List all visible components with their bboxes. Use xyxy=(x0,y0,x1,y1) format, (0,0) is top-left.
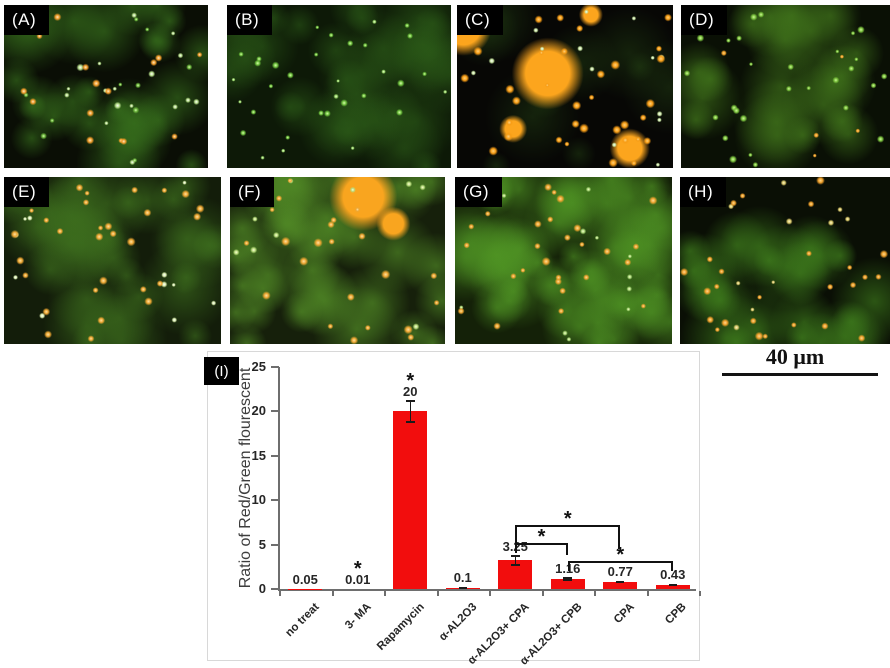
category-label: no treat xyxy=(283,601,321,639)
scale-bar: 40 μm xyxy=(700,344,890,394)
error-bar-cap xyxy=(511,564,520,566)
y-tick xyxy=(271,366,279,368)
error-bar-cap xyxy=(563,579,572,581)
category-label: 3- MA xyxy=(344,601,375,632)
panel-label: (G) xyxy=(455,177,502,207)
x-tick xyxy=(647,591,649,596)
error-bar-cap xyxy=(406,421,415,423)
panel-label: (D) xyxy=(681,5,727,35)
panel-label: (H) xyxy=(680,177,726,207)
scale-bar-line xyxy=(722,373,878,376)
category-label: CPA xyxy=(612,601,637,626)
y-tick xyxy=(271,499,279,501)
y-tick xyxy=(271,410,279,412)
x-tick xyxy=(384,591,386,596)
significance-star: * xyxy=(400,370,420,393)
micrograph-panel-d: (D) xyxy=(681,5,890,168)
y-tick xyxy=(271,588,279,590)
x-tick xyxy=(489,591,491,596)
micrograph-panel-f: (F) xyxy=(230,177,445,344)
error-bar xyxy=(410,401,412,422)
significance-star: * xyxy=(610,544,630,567)
y-tick-label: 10 xyxy=(208,492,266,507)
panel-label: (A) xyxy=(4,5,49,35)
panel-label: (C) xyxy=(457,5,503,35)
x-tick xyxy=(437,591,439,596)
category-label: Rapamycin xyxy=(375,601,427,653)
x-tick xyxy=(332,591,334,596)
y-tick-label: 20 xyxy=(208,403,266,418)
x-tick xyxy=(279,591,281,596)
y-tick xyxy=(271,455,279,457)
micrograph-panel-e: (E) xyxy=(4,177,221,344)
significance-bracket-end xyxy=(515,543,517,553)
x-axis xyxy=(278,589,696,591)
micrograph-panel-c: (C) xyxy=(457,5,673,168)
significance-bracket-end xyxy=(566,543,568,555)
error-bar-cap xyxy=(511,555,520,557)
value-label: 0.1 xyxy=(433,570,493,585)
error-bar-cap xyxy=(616,581,624,583)
micrograph-panel-b: (B) xyxy=(227,5,451,168)
significance-star: * xyxy=(532,526,552,549)
y-tick xyxy=(271,544,279,546)
panel-label: (F) xyxy=(230,177,274,207)
value-label: 0.43 xyxy=(643,567,703,582)
significance-bracket-end xyxy=(671,561,673,571)
panel-label: (E) xyxy=(4,177,49,207)
panel-label: (B) xyxy=(227,5,272,35)
y-axis xyxy=(278,367,280,591)
micrograph-panel-h: (H) xyxy=(680,177,890,344)
y-tick-label: 0 xyxy=(208,581,266,596)
category-label: α-AL2O3 xyxy=(437,601,479,643)
significance-star: * xyxy=(348,558,368,581)
scale-bar-label: 40 μm xyxy=(700,344,890,370)
error-bar-cap xyxy=(406,400,415,402)
x-tick xyxy=(594,591,596,596)
category-label: CPB xyxy=(664,601,690,627)
x-tick xyxy=(699,591,701,596)
error-bar-cap xyxy=(459,587,467,589)
y-tick-label: 5 xyxy=(208,537,266,552)
bar xyxy=(393,411,427,589)
value-label: 0.05 xyxy=(275,572,335,587)
error-bar-cap xyxy=(669,584,677,586)
significance-bracket-end xyxy=(568,561,570,571)
x-tick xyxy=(542,591,544,596)
significance-star: * xyxy=(558,508,578,531)
y-tick-label: 15 xyxy=(208,448,266,463)
y-axis-title: Ratio of Red/Green flourescent xyxy=(237,368,255,589)
panel-label-i: (I) xyxy=(204,357,239,385)
micrograph-panel-g: (G) xyxy=(455,177,672,344)
micrograph-panel-a: (A) xyxy=(4,5,208,168)
